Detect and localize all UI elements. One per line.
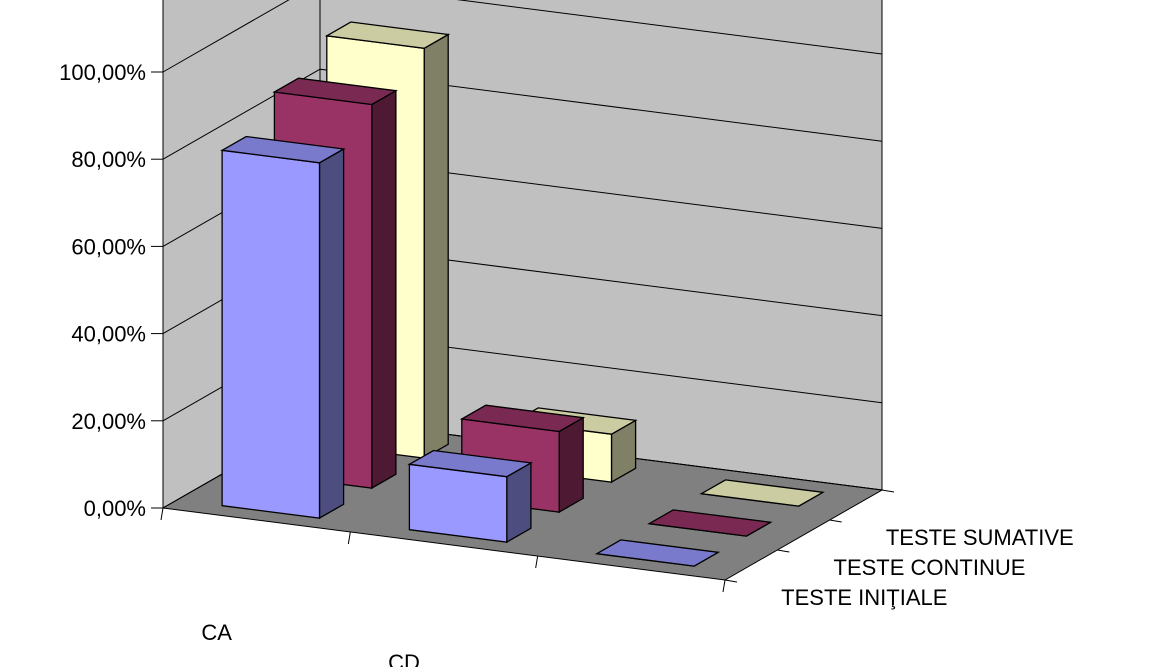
z-tick-mark — [881, 489, 895, 493]
bar-cs-series-2 — [647, 509, 773, 537]
gridline — [162, 0, 883, 73]
bar-ca-series-1 — [220, 135, 346, 520]
y-tick-label: 60,00% — [71, 234, 146, 259]
series-label: TESTE CONTINUE — [834, 555, 1026, 580]
y-tick-label: 100,00% — [59, 60, 146, 85]
bar-top — [324, 21, 451, 49]
z-tick-mark — [777, 549, 790, 553]
z-tick-mark — [724, 579, 738, 583]
bar-cs-series-1 — [594, 539, 721, 567]
series-label: TESTE SUMATIVE — [886, 525, 1074, 550]
x-tick-mark — [535, 555, 539, 569]
bar-cd-series-1 — [407, 449, 533, 544]
category-label: CA — [201, 620, 232, 645]
category-label: CD — [388, 650, 420, 667]
chart-axes — [151, 71, 895, 593]
bar-side — [371, 89, 397, 490]
z-tick-mark — [829, 519, 842, 523]
series-label: TESTE INIŢIALE — [781, 585, 947, 610]
bar-top — [272, 77, 398, 106]
bar-top — [594, 539, 721, 567]
bar-side — [318, 147, 345, 520]
bar-top — [699, 479, 825, 507]
bar-front — [221, 149, 321, 519]
bar-top — [407, 449, 533, 478]
chart-labels: 0,00% 20,00% 40,00% 60,00% 80,00% 100,00% CA CD… — [59, 60, 1074, 672]
bar-top — [459, 404, 586, 433]
bar-top — [220, 135, 346, 164]
bar-top — [647, 509, 773, 537]
x-tick-mark — [160, 507, 164, 521]
bar-side — [558, 416, 584, 514]
x-tick-mark — [722, 579, 726, 593]
y-tick-label: 40,00% — [71, 322, 146, 347]
y-tick-label: 0,00% — [84, 496, 146, 521]
y-tick-label: 80,00% — [71, 147, 146, 172]
chart-bars — [220, 21, 825, 567]
y-tick-label: 20,00% — [71, 409, 146, 434]
x-tick-mark — [347, 531, 351, 545]
bar-front — [408, 463, 508, 543]
bar-side — [423, 33, 449, 460]
gridline — [162, 68, 883, 160]
bar-cs-series-3 — [699, 479, 825, 507]
